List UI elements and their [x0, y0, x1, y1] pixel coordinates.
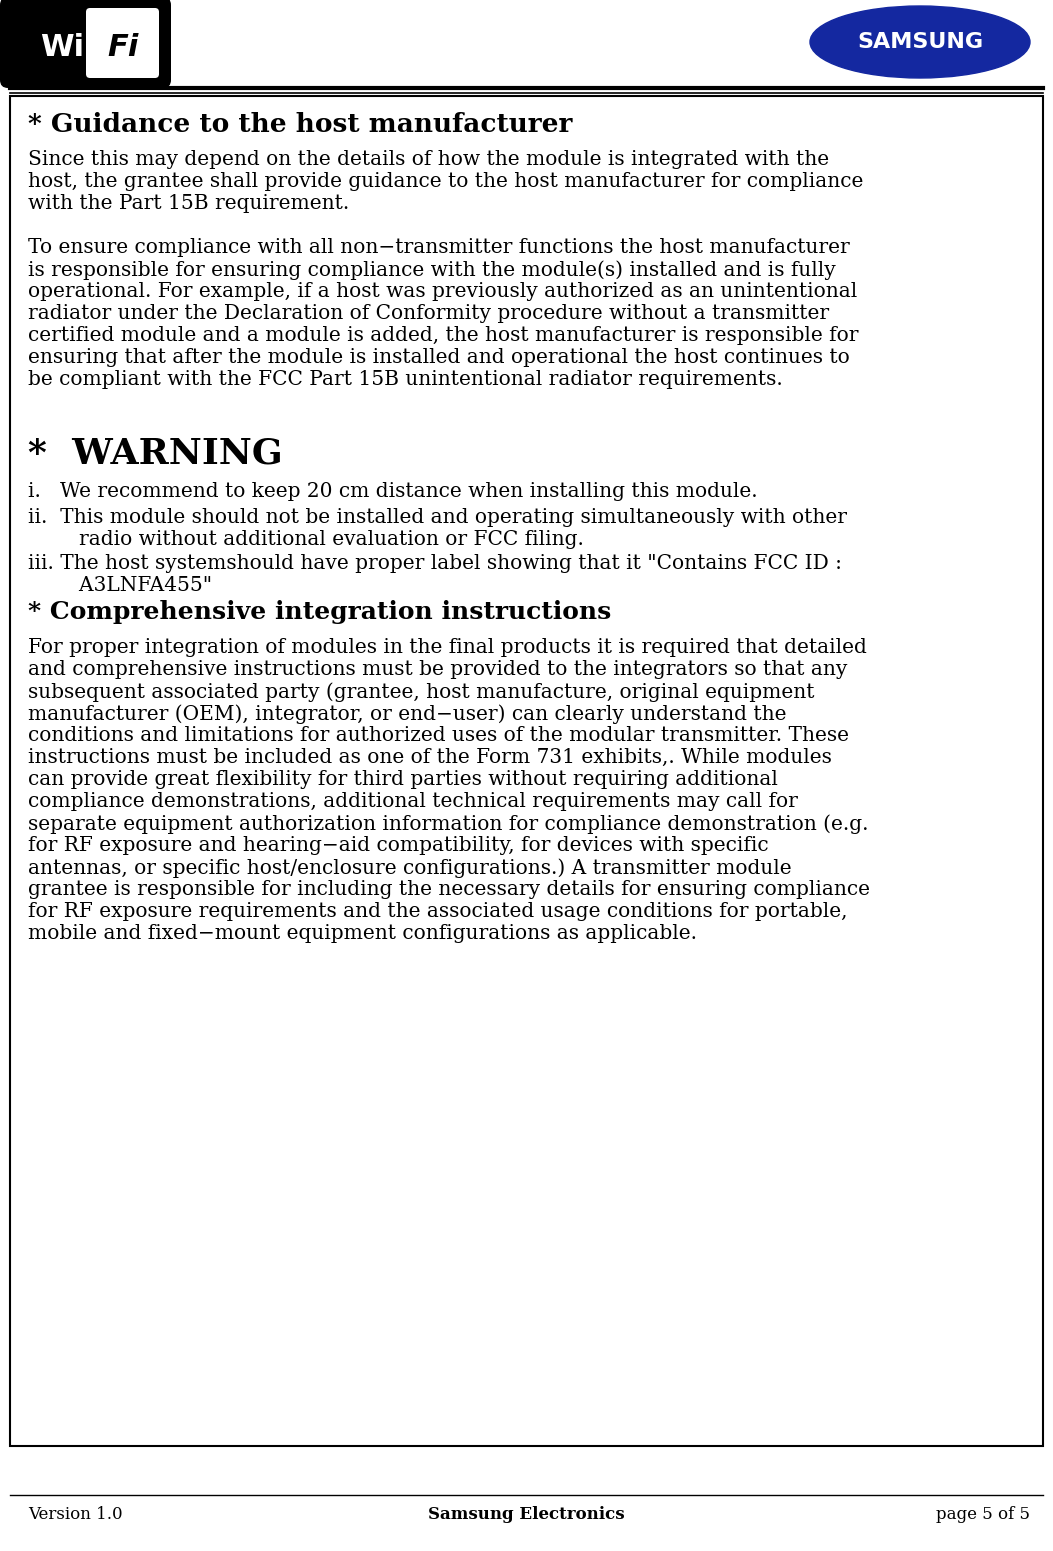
Text: is responsible for ensuring compliance with the module(s) installed and is fully: is responsible for ensuring compliance w… — [28, 261, 836, 279]
Text: for RF exposure requirements and the associated usage conditions for portable,: for RF exposure requirements and the ass… — [28, 903, 848, 921]
Text: iii. The host systemshould have proper label showing that it "Contains FCC ID :: iii. The host systemshould have proper l… — [28, 554, 842, 572]
Text: Samsung Electronics: Samsung Electronics — [428, 1506, 624, 1523]
Text: * Comprehensive integration instructions: * Comprehensive integration instructions — [28, 600, 611, 624]
Text: be compliant with the FCC Part 15B unintentional radiator requirements.: be compliant with the FCC Part 15B unint… — [28, 371, 782, 389]
Text: i.   We recommend to keep 20 cm distance when installing this module.: i. We recommend to keep 20 cm distance w… — [28, 482, 757, 501]
Text: operational. For example, if a host was previously authorized as an unintentiona: operational. For example, if a host was … — [28, 282, 857, 301]
Text: certified module and a module is added, the host manufacturer is responsible for: certified module and a module is added, … — [28, 326, 858, 344]
Text: grantee is responsible for including the necessary details for ensuring complian: grantee is responsible for including the… — [28, 879, 870, 900]
Text: with the Part 15B requirement.: with the Part 15B requirement. — [28, 194, 350, 212]
Text: page 5 of 5: page 5 of 5 — [936, 1506, 1030, 1523]
Text: To ensure compliance with all non−transmitter functions the host manufacturer: To ensure compliance with all non−transm… — [28, 237, 850, 257]
Text: for RF exposure and hearing−aid compatibility, for devices with specific: for RF exposure and hearing−aid compatib… — [28, 836, 769, 855]
Text: can provide great flexibility for third parties without requiring additional: can provide great flexibility for third … — [28, 769, 778, 789]
Text: Wi: Wi — [40, 33, 84, 62]
Text: ii.  This module should not be installed and operating simultaneously with other: ii. This module should not be installed … — [28, 509, 847, 527]
Bar — [9, 96, 1044, 1446]
Text: conditions and limitations for authorized uses of the modular transmitter. These: conditions and limitations for authorize… — [28, 726, 849, 744]
Text: radio without additional evaluation or FCC filing.: radio without additional evaluation or F… — [28, 530, 583, 549]
Text: * Guidance to the host manufacturer: * Guidance to the host manufacturer — [28, 112, 573, 136]
Ellipse shape — [810, 6, 1030, 78]
Text: subsequent associated party (grantee, host manufacture, original equipment: subsequent associated party (grantee, ho… — [28, 682, 815, 701]
Text: *  WARNING: * WARNING — [28, 436, 283, 470]
Text: A3LNFA455": A3LNFA455" — [28, 575, 212, 596]
Text: mobile and fixed−mount equipment configurations as applicable.: mobile and fixed−mount equipment configu… — [28, 924, 697, 943]
Text: ensuring that after the module is installed and operational the host continues t: ensuring that after the module is instal… — [28, 347, 850, 368]
Text: Version 1.0: Version 1.0 — [28, 1506, 122, 1523]
FancyBboxPatch shape — [0, 0, 171, 88]
Text: and comprehensive instructions must be provided to the integrators so that any: and comprehensive instructions must be p… — [28, 661, 848, 679]
FancyBboxPatch shape — [86, 8, 159, 78]
Text: antennas, or specific host/enclosure configurations.) A transmitter module: antennas, or specific host/enclosure con… — [28, 858, 792, 878]
Text: compliance demonstrations, additional technical requirements may call for: compliance demonstrations, additional te… — [28, 793, 798, 811]
Text: SAMSUNG: SAMSUNG — [857, 33, 984, 53]
Text: host, the grantee shall provide guidance to the host manufacturer for compliance: host, the grantee shall provide guidance… — [28, 172, 863, 191]
Text: manufacturer (OEM), integrator, or end−user) can clearly understand the: manufacturer (OEM), integrator, or end−u… — [28, 704, 787, 724]
Text: For proper integration of modules in the final products it is required that deta: For proper integration of modules in the… — [28, 637, 867, 658]
Text: instructions must be included as one of the Form 731 exhibits,. While modules: instructions must be included as one of … — [28, 748, 832, 768]
Text: radiator under the Declaration of Conformity procedure without a transmitter: radiator under the Declaration of Confor… — [28, 304, 829, 323]
Text: Since this may depend on the details of how the module is integrated with the: Since this may depend on the details of … — [28, 150, 829, 169]
Text: separate equipment authorization information for compliance demonstration (e.g.: separate equipment authorization informa… — [28, 814, 869, 833]
Text: Fi: Fi — [107, 33, 139, 62]
